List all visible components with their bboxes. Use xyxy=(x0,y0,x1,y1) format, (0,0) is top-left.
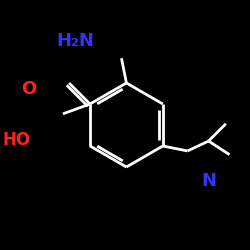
Text: O: O xyxy=(21,80,36,98)
Text: N: N xyxy=(202,172,217,190)
Text: HO: HO xyxy=(2,131,30,149)
Text: H₂N: H₂N xyxy=(57,32,95,50)
